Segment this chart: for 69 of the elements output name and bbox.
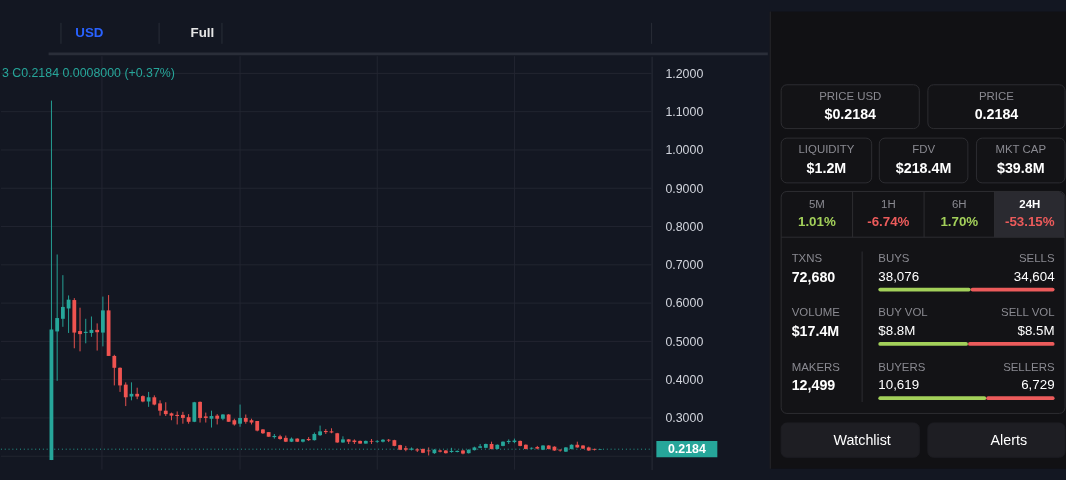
y-tick-label: 0.9000 bbox=[665, 181, 704, 196]
text: 1.70% bbox=[940, 213, 979, 229]
y-tick-label: 1.1000 bbox=[665, 104, 704, 119]
text: -6.74% bbox=[867, 213, 910, 229]
category-label: BUY VOL bbox=[878, 306, 928, 319]
category-label: SELL VOL bbox=[1001, 306, 1055, 319]
candlestick bbox=[238, 404, 242, 428]
y-tick-label: 0.4000 bbox=[665, 372, 704, 387]
candlestick bbox=[112, 354, 117, 386]
text: USD bbox=[75, 25, 104, 41]
category-label: 5M bbox=[808, 197, 825, 210]
y-tick-label: 1.2000 bbox=[665, 66, 704, 81]
text: Alerts bbox=[990, 431, 1028, 448]
text: $17.4M bbox=[791, 323, 840, 340]
text: 6,729 bbox=[1021, 376, 1055, 392]
annotation: 3 C0.2184 0.0008000 (+0.37%) bbox=[1, 66, 175, 81]
y-tick-label: 1.0000 bbox=[665, 143, 704, 158]
text: 72,680 bbox=[791, 268, 836, 285]
text: 10,619 bbox=[878, 376, 920, 392]
category-label: SELLERS bbox=[1003, 360, 1055, 373]
category-label: MAKERS bbox=[791, 360, 841, 373]
candlestick bbox=[318, 425, 322, 437]
candlestick bbox=[83, 318, 88, 344]
candlestick bbox=[272, 433, 277, 440]
candlestick bbox=[55, 254, 60, 382]
y-tick-label: 0.6000 bbox=[665, 296, 704, 311]
category-label: VOLUME bbox=[791, 306, 841, 319]
text: -53.15% bbox=[1004, 213, 1055, 229]
candlestick bbox=[78, 307, 82, 352]
candlestick bbox=[100, 296, 105, 347]
text: $218.4M bbox=[895, 160, 952, 177]
text: $39.8M bbox=[996, 160, 1045, 177]
candlestick bbox=[60, 274, 65, 328]
candlestick bbox=[198, 401, 202, 424]
category-label: LIQUIDITY bbox=[798, 143, 855, 156]
text: 0.2184 bbox=[974, 106, 1019, 123]
y-tick-label: 0.3000 bbox=[665, 411, 704, 426]
category-label: BUYS bbox=[878, 251, 910, 264]
text: Full bbox=[190, 25, 215, 41]
candlestick bbox=[341, 435, 345, 444]
category-label: 6H bbox=[952, 197, 967, 210]
candlestick bbox=[175, 410, 180, 425]
category-label: BUYERS bbox=[878, 360, 926, 373]
text: $8.5M bbox=[1017, 323, 1055, 339]
text: 1.01% bbox=[797, 213, 836, 229]
category-label: 1H bbox=[881, 197, 896, 210]
text: 38,076 bbox=[878, 269, 920, 285]
category-label: MKT CAP bbox=[995, 143, 1047, 156]
candlestick bbox=[158, 399, 162, 417]
y-tick-label: 0.5000 bbox=[665, 334, 704, 349]
category-label: 24H bbox=[1019, 197, 1041, 210]
text: $1.2M bbox=[806, 160, 847, 177]
category-label: SELLS bbox=[1019, 251, 1055, 264]
category-label: PRICE USD bbox=[819, 90, 882, 103]
category-label: TXNS bbox=[791, 251, 823, 264]
y-tick-label: 0.8000 bbox=[665, 219, 704, 234]
y-tick-label: 0.7000 bbox=[665, 258, 704, 273]
category-label: FDV bbox=[912, 143, 936, 156]
text: $8.8M bbox=[878, 323, 916, 339]
candlestick bbox=[506, 438, 511, 445]
text: 34,604 bbox=[1013, 269, 1055, 285]
text: 12,499 bbox=[791, 376, 836, 393]
candlestick bbox=[118, 366, 122, 393]
category-label: PRICE bbox=[979, 90, 1015, 103]
candlestick bbox=[123, 381, 128, 407]
text: $0.2184 bbox=[824, 106, 877, 123]
text: Watchlist bbox=[833, 431, 891, 448]
ref-line-label: 0.2184 bbox=[667, 442, 706, 456]
candlestick bbox=[181, 411, 185, 425]
